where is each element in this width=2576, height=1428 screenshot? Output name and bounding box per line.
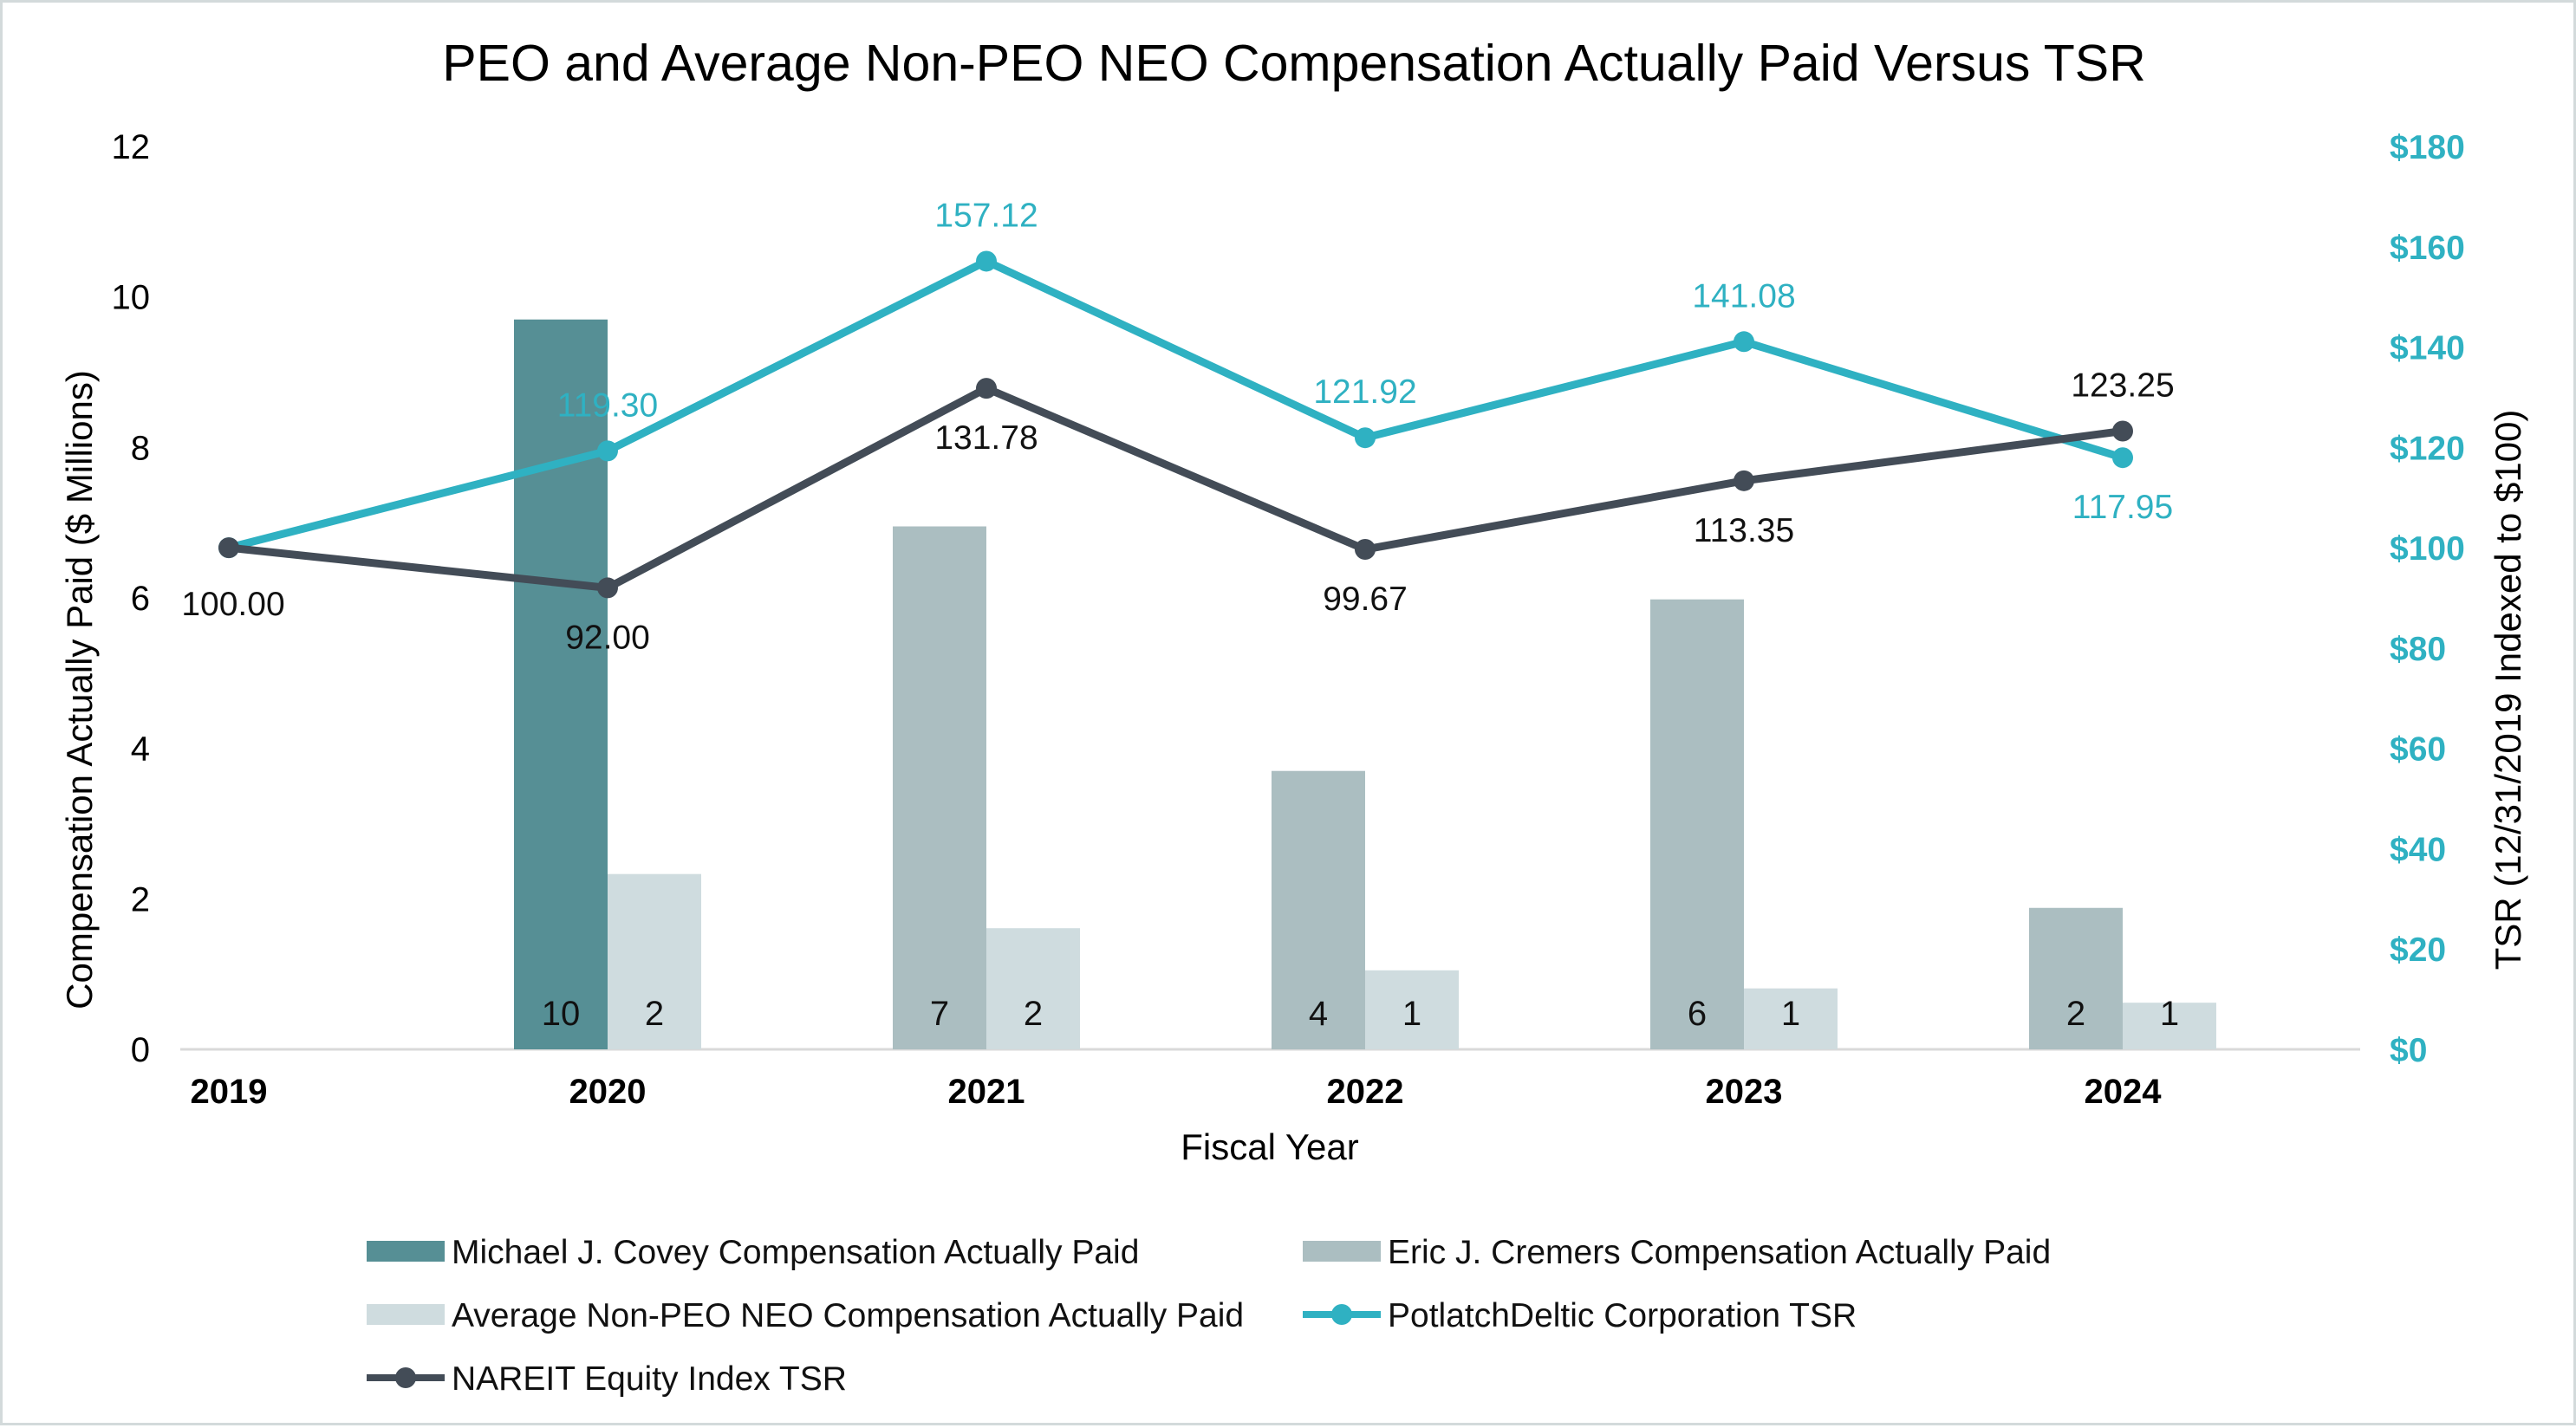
line-data-label: 100.00 xyxy=(181,586,284,623)
bar-data-label: 10 xyxy=(542,995,581,1033)
line-data-label: 99.67 xyxy=(1323,581,1408,618)
series-line xyxy=(228,384,2124,592)
y2-axis-label: TSR (12/31/2019 Indexed to $100) xyxy=(2488,410,2528,970)
bar-data-label: 1 xyxy=(1781,995,1800,1033)
series-point xyxy=(1734,470,1754,491)
legend-label: Average Non-PEO NEO Compensation Actuall… xyxy=(452,1297,1244,1334)
line-data-label: 141.08 xyxy=(1692,277,1795,315)
bar-data-label: 7 xyxy=(930,995,949,1033)
y-tick-label: 6 xyxy=(131,580,150,618)
bar xyxy=(2029,907,2123,1049)
x-tick-label: 2023 xyxy=(1706,1073,1783,1111)
chart-svg: PEO and Average Non-PEO NEO Compensation… xyxy=(59,35,2528,1398)
line-data-label: 157.12 xyxy=(934,197,1038,234)
legend-label: PotlatchDeltic Corporation TSR xyxy=(1388,1297,1857,1334)
y-tick-label: 12 xyxy=(112,128,151,166)
series-point xyxy=(2112,447,2133,469)
x-tick-label: 2020 xyxy=(569,1073,647,1111)
bar-data-label: 6 xyxy=(1688,995,1707,1033)
legend: Michael J. Covey Compensation Actually P… xyxy=(367,1234,2051,1398)
y-tick-label: 4 xyxy=(131,730,150,769)
bar xyxy=(893,526,986,1049)
line-data-label: 123.25 xyxy=(2071,367,2174,405)
legend-marker xyxy=(1331,1304,1352,1325)
bar xyxy=(986,928,1080,1049)
line-data-label: 92.00 xyxy=(565,619,650,656)
y-tick-label: 8 xyxy=(131,429,150,467)
y-axis-ticks: 0 2 4 6 8 10 12 xyxy=(112,128,151,1069)
y2-tick-label: $180 xyxy=(2390,129,2465,166)
line-data-label: 121.92 xyxy=(1313,373,1416,411)
x-axis-ticks: 2019 2020 2021 2022 2023 2024 xyxy=(191,1073,2163,1111)
legend-swatch xyxy=(367,1304,445,1325)
bar-data-label: 4 xyxy=(1309,995,1328,1033)
series-line xyxy=(227,256,2124,552)
y-tick-label: 2 xyxy=(131,880,150,918)
legend-label: Eric J. Cremers Compensation Actually Pa… xyxy=(1388,1234,2051,1271)
bar-data-label: 2 xyxy=(1024,995,1043,1033)
bar-group: 10 2 7 2 4 1 6 1 2 1 xyxy=(514,319,2216,1049)
x-tick-label: 2024 xyxy=(2085,1073,2163,1111)
y2-tick-label: $0 xyxy=(2390,1032,2427,1069)
x-tick-label: 2021 xyxy=(948,1073,1025,1111)
series-point xyxy=(976,378,997,399)
series-point xyxy=(1734,331,1754,353)
y2-tick-label: $20 xyxy=(2390,931,2446,969)
y2-tick-label: $140 xyxy=(2390,330,2465,367)
bar-data-label: 2 xyxy=(645,995,664,1033)
y2-tick-label: $120 xyxy=(2390,430,2465,467)
bar xyxy=(1272,770,1365,1049)
y2-tick-label: $40 xyxy=(2390,831,2446,868)
bar-data-label: 1 xyxy=(2160,995,2179,1033)
y2-tick-label: $100 xyxy=(2390,530,2465,568)
series-point xyxy=(1355,427,1376,449)
series-point xyxy=(2112,420,2133,442)
y2-tick-label: $60 xyxy=(2390,731,2446,769)
bar xyxy=(608,873,701,1049)
bar xyxy=(1744,988,1838,1049)
x-tick-label: 2022 xyxy=(1327,1073,1404,1111)
line-data-label: 131.78 xyxy=(934,419,1038,457)
legend-swatch xyxy=(1303,1241,1381,1262)
y2-tick-label: $80 xyxy=(2390,631,2446,668)
series-point xyxy=(1355,539,1376,561)
line-group: 119.30 157.12 121.92 141.08 117.95 100.00 92.0… xyxy=(181,197,2174,656)
line-data-label: 117.95 xyxy=(2072,489,2173,526)
y-tick-label: 0 xyxy=(131,1031,150,1069)
legend-label: NAREIT Equity Index TSR xyxy=(452,1360,847,1398)
bar xyxy=(514,319,608,1049)
bar-data-label: 1 xyxy=(1402,995,1421,1033)
y-tick-label: 10 xyxy=(112,279,151,317)
line-data-label: 113.35 xyxy=(1694,512,1794,549)
bar xyxy=(1650,599,1744,1049)
legend-marker xyxy=(395,1367,416,1388)
y2-tick-label: $160 xyxy=(2390,230,2465,267)
legend-label: Michael J. Covey Compensation Actually P… xyxy=(452,1234,1139,1271)
series-point xyxy=(218,537,239,559)
y2-axis-ticks: $0 $20 $40 $60 $80 $100 $120 $140 $160 $180 xyxy=(2390,129,2465,1069)
bar xyxy=(2123,1003,2216,1049)
legend-swatch xyxy=(367,1241,445,1262)
series-point xyxy=(597,577,618,599)
series-point xyxy=(976,250,997,272)
y-axis-label: Compensation Actually Paid ($ Millions) xyxy=(59,370,100,1009)
chart-title: PEO and Average Non-PEO NEO Compensation… xyxy=(442,35,2146,92)
bar xyxy=(1365,970,1459,1049)
series-point xyxy=(597,440,618,462)
line-data-label: 119.30 xyxy=(557,386,658,424)
bar-data-label: 2 xyxy=(2066,995,2085,1033)
x-axis-label: Fiscal Year xyxy=(1181,1126,1358,1167)
x-tick-label: 2019 xyxy=(191,1073,268,1111)
